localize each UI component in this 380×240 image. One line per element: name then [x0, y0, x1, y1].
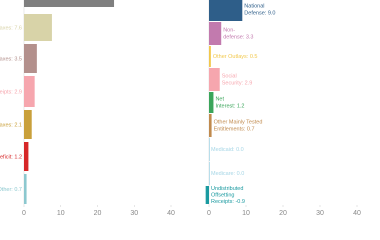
x-tick-label: 20 — [94, 210, 102, 217]
x-tick-label: 10 — [57, 210, 65, 217]
bar — [209, 46, 211, 67]
bar-label: National Defense: 9.0 — [244, 4, 275, 17]
bar-label: Social Security: 2.9 — [222, 74, 253, 87]
bar-label: Medicaid: 0.0 — [211, 147, 244, 153]
bar-label: Corporation Income Taxes: 3.5 — [0, 56, 22, 62]
x-tick-label: 30 — [130, 210, 138, 217]
chart: 40 30 20 10 0 Individual Income Taxes: 7.6 Cor… — [0, 0, 361, 217]
bar-label-line: Other Outlays: 0.5 — [213, 54, 258, 60]
bar-label-line: defense: 3.3 — [223, 35, 253, 41]
bar-label-line: Defense: 9.0 — [244, 11, 275, 17]
bar — [205, 186, 209, 204]
bar — [24, 76, 35, 107]
bar — [24, 0, 115, 7]
bar-label-line: Undistributed — [211, 186, 243, 192]
bar — [24, 14, 52, 41]
bar — [209, 138, 210, 161]
bar-label: Individual Income Taxes: 7.6 — [0, 25, 22, 31]
bar-label-line: Entitlements: 0.7 — [214, 127, 255, 133]
x-tick-label: 20 — [279, 210, 287, 217]
bar-label-line: Non- — [223, 28, 235, 34]
bar-label: Deficit: 1.2 — [0, 154, 22, 160]
bar-label: Total Social Insurance and Retirement Re… — [0, 89, 22, 95]
bar-label-line: Receipts: -0.9 — [211, 200, 245, 206]
bar — [24, 174, 27, 204]
bar — [209, 92, 214, 113]
bar-label-line: Interest: 1.2 — [215, 104, 244, 110]
bar-label-line: Medicaid: 0.0 — [211, 147, 244, 153]
bar — [24, 110, 32, 139]
bar-label-line: Medicare: 0.0 — [211, 171, 244, 177]
x-tick-label: 40 — [353, 210, 361, 217]
bar-label: Non-defense: 3.3 — [223, 28, 253, 41]
bar-label: Net Interest: 1.2 — [215, 97, 244, 110]
bar-label-line: Social — [222, 74, 237, 80]
x-tick-label: 30 — [316, 210, 324, 217]
bar — [209, 22, 222, 45]
bar-label: Other: 0.7 — [0, 187, 22, 193]
bar-label: Undistributed Offsetting Receipts: -0.9 — [211, 186, 245, 205]
bar-label-line: Net — [215, 97, 224, 103]
bar-label: Other Mainly Tested Entitlements: 0.7 — [214, 120, 263, 133]
x-tick-label: 0 — [22, 210, 26, 217]
x-tick-label: 40 — [167, 210, 175, 217]
bar-label: Medicare: 0.0 — [211, 171, 244, 177]
bar — [209, 68, 220, 91]
bar-label-line: National — [244, 4, 264, 10]
bar — [209, 0, 243, 21]
x-tick-label: 0 — [207, 210, 211, 217]
bar-label-line: Other Mainly Tested — [214, 120, 263, 126]
bar-label: Other Outlays: 0.5 — [213, 54, 258, 60]
bar-label-line: Offsetting — [211, 193, 234, 199]
bar — [209, 162, 210, 185]
bar-label-line: Security: 2.9 — [222, 81, 253, 87]
bar — [24, 142, 29, 171]
bar-label: Excise Taxes: 2.1 — [0, 122, 22, 128]
bar — [24, 44, 37, 73]
x-tick-label: 10 — [242, 210, 250, 217]
bar — [209, 114, 212, 137]
